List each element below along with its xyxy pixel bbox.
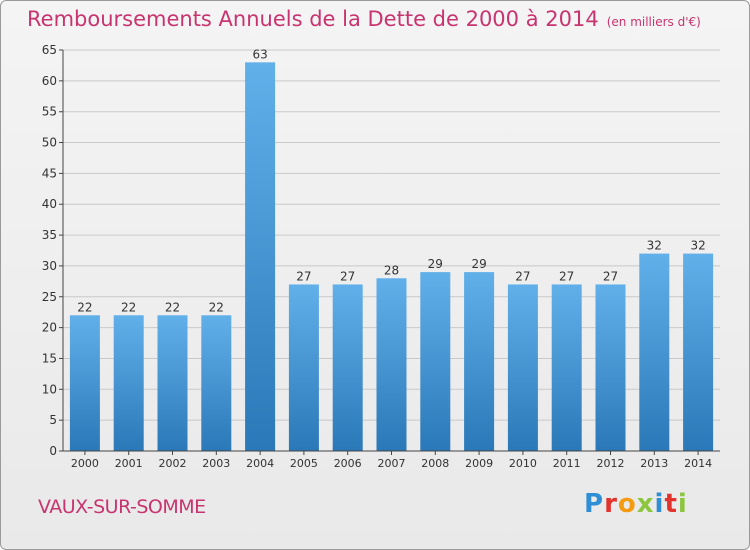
data-label-2010: 27 — [515, 269, 530, 283]
y-tick-label: 0 — [49, 444, 57, 458]
x-tick-label-2000: 2000 — [71, 457, 99, 470]
y-tick-label: 30 — [42, 259, 57, 273]
bar-2008 — [420, 272, 451, 451]
bar-2013 — [639, 253, 670, 451]
bar-2009 — [464, 272, 495, 451]
y-tick-label: 20 — [42, 321, 57, 335]
data-label-2011: 27 — [559, 269, 574, 283]
bar-2001 — [113, 315, 144, 451]
x-tick-label-2002: 2002 — [159, 457, 187, 470]
x-tick-label-2001: 2001 — [115, 457, 143, 470]
y-tick-label: 60 — [42, 74, 57, 88]
y-tick-label: 50 — [42, 136, 57, 150]
data-label-2005: 27 — [296, 269, 311, 283]
bar-2005 — [288, 284, 319, 451]
y-tick-label: 10 — [42, 382, 57, 396]
x-tick-label-2010: 2010 — [509, 457, 537, 470]
x-tick-label-2005: 2005 — [290, 457, 318, 470]
bar-2007 — [376, 278, 407, 451]
data-label-2002: 22 — [165, 300, 180, 314]
y-tick-label: 40 — [42, 197, 57, 211]
data-label-2000: 22 — [77, 300, 92, 314]
x-tick-label-2006: 2006 — [334, 457, 362, 470]
data-label-2009: 29 — [471, 257, 486, 271]
bar-2014 — [683, 253, 714, 451]
y-tick-label: 35 — [42, 228, 57, 242]
y-tick-label: 15 — [42, 351, 57, 365]
bar-2006 — [332, 284, 363, 451]
bar-2002 — [157, 315, 188, 451]
chart-unit: (en milliers d'€) — [606, 15, 701, 29]
data-label-2012: 27 — [603, 269, 618, 283]
x-tick-label-2011: 2011 — [553, 457, 581, 470]
x-tick-label-2013: 2013 — [640, 457, 668, 470]
chart-title-text: Remboursements Annuels de la Dette de 20… — [27, 7, 599, 31]
y-tick-label: 5 — [49, 413, 57, 427]
bar-2010 — [507, 284, 538, 451]
data-label-2013: 32 — [647, 239, 662, 253]
x-tick-label-2007: 2007 — [378, 457, 406, 470]
data-label-2014: 32 — [690, 239, 705, 253]
proxiti-logo: Proxiti — [584, 489, 688, 519]
commune-name: VAUX-SUR-SOMME — [38, 496, 206, 518]
x-tick-label-2003: 2003 — [202, 457, 230, 470]
bar-2004 — [245, 62, 276, 451]
data-label-2007: 28 — [384, 263, 399, 277]
bar-2000 — [69, 315, 100, 451]
chart-title: Remboursements Annuels de la Dette de 20… — [27, 7, 701, 31]
y-tick-label: 55 — [42, 105, 57, 119]
data-label-2001: 22 — [121, 300, 136, 314]
x-tick-label-2012: 2012 — [597, 457, 625, 470]
x-tick-label-2004: 2004 — [246, 457, 274, 470]
x-tick-label-2008: 2008 — [421, 457, 449, 470]
x-tick-label-2009: 2009 — [465, 457, 493, 470]
data-label-2004: 63 — [252, 47, 267, 61]
y-tick-label: 25 — [42, 290, 57, 304]
y-tick-label: 45 — [42, 166, 57, 180]
bar-2011 — [551, 284, 582, 451]
bar-2012 — [595, 284, 626, 451]
bar-2003 — [201, 315, 232, 451]
data-label-2003: 22 — [209, 300, 224, 314]
data-label-2006: 27 — [340, 269, 355, 283]
y-tick-label: 65 — [42, 43, 57, 57]
x-tick-label-2014: 2014 — [684, 457, 712, 470]
data-label-2008: 29 — [428, 257, 443, 271]
